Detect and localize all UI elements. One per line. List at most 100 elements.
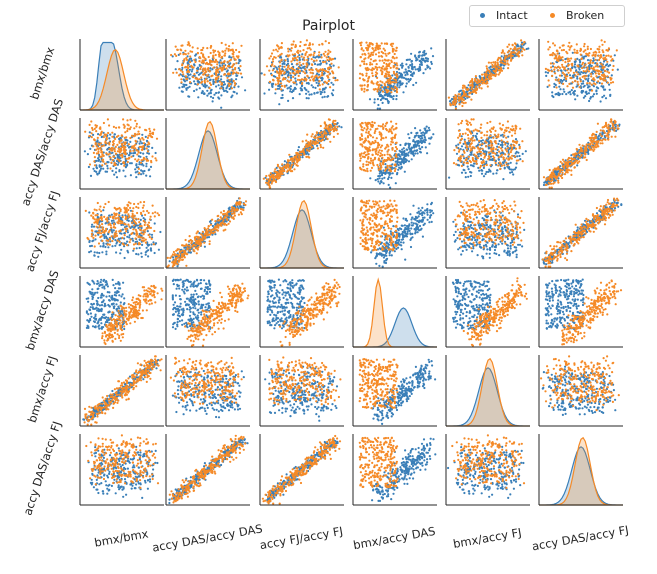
scatter-point-intact [145, 165, 148, 168]
scatter-point-broken [460, 164, 463, 168]
scatter-point-broken [329, 86, 332, 89]
scatter-point-broken [475, 154, 478, 157]
scatter-point-broken [312, 59, 316, 62]
scatter-point-intact [516, 155, 519, 158]
scatter-point-broken [391, 125, 394, 128]
scatter-point-broken [380, 73, 384, 76]
scatter-point-intact [307, 153, 310, 156]
scatter-point-broken [303, 152, 306, 155]
scatter-point-intact [544, 71, 547, 74]
scatter-point-intact [474, 134, 477, 138]
scatter-point-intact [289, 88, 292, 91]
scatter-point-broken [235, 71, 238, 74]
scatter-point-broken [324, 40, 327, 43]
scatter-point-broken [493, 159, 496, 162]
scatter-point-intact [129, 174, 132, 177]
scatter-point-intact [300, 69, 303, 72]
scatter-point-broken [372, 51, 375, 54]
scatter-point-broken [392, 88, 395, 91]
scatter-point-broken [394, 85, 397, 88]
scatter-point-broken [470, 80, 473, 83]
scatter-point-intact [373, 98, 376, 101]
scatter-point-broken [390, 42, 393, 45]
scatter-point-broken [376, 68, 379, 71]
scatter-point-broken [330, 62, 333, 65]
scatter-point-intact [591, 95, 595, 98]
scatter-point-intact [176, 60, 179, 63]
scatter-point-broken [208, 70, 211, 73]
scatter-point-broken [227, 48, 230, 51]
scatter-point-broken [360, 128, 363, 131]
scatter-point-intact [571, 51, 574, 54]
scatter-point-broken [578, 86, 581, 89]
scatter-point-intact [104, 170, 107, 173]
scatter-point-broken [184, 49, 187, 52]
scatter-point-intact [288, 86, 291, 89]
scatter-point-broken [369, 143, 372, 146]
scatter-point-broken [288, 80, 291, 83]
scatter-point-broken [489, 120, 492, 123]
scatter-point-intact [411, 65, 414, 68]
scatter-point-intact [92, 167, 95, 170]
scatter-point-broken [387, 82, 390, 85]
scatter-point-intact [428, 129, 431, 132]
scatter-point-broken [272, 177, 275, 180]
scatter-point-broken [388, 164, 391, 167]
scatter-point-broken [486, 121, 489, 125]
scatter-point-broken [395, 56, 398, 59]
scatter-point-broken [217, 71, 220, 74]
scatter-point-broken [278, 61, 281, 64]
scatter-point-broken [458, 99, 461, 102]
scatter-point-broken [372, 164, 375, 167]
scatter-point-broken [219, 66, 222, 69]
scatter-point-broken [107, 153, 110, 156]
scatter-point-broken [472, 159, 475, 162]
scatter-point-broken [367, 121, 370, 124]
scatter-point-broken [482, 161, 485, 164]
scatter-point-broken [384, 59, 387, 62]
scatter-point-intact [384, 172, 387, 175]
scatter-point-intact [388, 172, 391, 175]
scatter-point-broken [588, 82, 591, 85]
scatter-point-broken [359, 44, 363, 47]
scatter-point-intact [502, 178, 505, 181]
scatter-point-intact [186, 61, 189, 64]
scatter-point-broken [194, 60, 197, 64]
scatter-point-intact [301, 53, 304, 56]
scatter-point-broken [324, 125, 327, 128]
scatter-point-broken [486, 69, 489, 72]
scatter-point-broken [174, 45, 177, 48]
scatter-point-broken [469, 91, 472, 94]
scatter-point-broken [507, 54, 511, 57]
scatter-point-broken [233, 84, 236, 87]
scatter-point-broken [204, 67, 207, 70]
scatter-point-broken [508, 49, 511, 52]
scatter-point-broken [467, 87, 470, 91]
scatter-point-broken [483, 155, 487, 158]
scatter-point-broken [268, 186, 272, 189]
scatter-point-broken [323, 121, 326, 124]
scatter-point-broken [460, 122, 463, 125]
scatter-point-intact [565, 93, 568, 96]
scatter-point-broken [100, 145, 103, 148]
scatter-point-intact [545, 74, 548, 77]
scatter-point-broken [391, 132, 394, 135]
scatter-point-intact [480, 157, 483, 161]
scatter-point-broken [310, 53, 313, 56]
scatter-point-broken [132, 146, 135, 149]
scatter-point-broken [476, 78, 479, 81]
scatter-point-intact [503, 160, 506, 163]
scatter-point-broken [615, 49, 618, 52]
scatter-point-intact [555, 76, 558, 79]
scatter-point-intact [412, 152, 415, 155]
scatter-point-intact [419, 63, 422, 66]
scatter-point-broken [384, 124, 387, 128]
scatter-point-intact [211, 68, 214, 71]
scatter-point-intact [324, 86, 327, 89]
scatter-point-broken [227, 49, 230, 52]
scatter-point-broken [132, 149, 135, 152]
scatter-point-broken [128, 156, 131, 159]
scatter-point-broken [505, 150, 509, 153]
scatter-point-intact [374, 179, 377, 182]
scatter-point-intact [412, 83, 415, 87]
